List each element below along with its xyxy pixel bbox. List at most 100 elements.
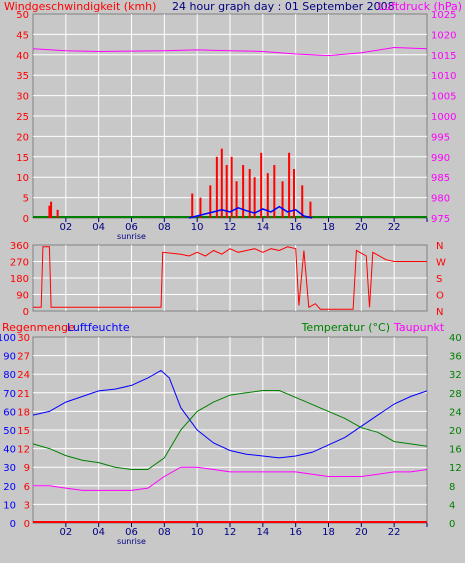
wind-tick-label: 0 (23, 214, 29, 225)
pressure-tick-label: 975 (431, 214, 450, 225)
direction-tick-label: 360 (10, 241, 29, 252)
wind-tick-label: 35 (16, 71, 29, 82)
compass-tick-label: S (436, 274, 442, 285)
rain-tick-label: 9 (24, 463, 30, 474)
pressure-tick-label: 995 (431, 132, 450, 143)
sunrise-label-bottom: sunrise (117, 537, 146, 546)
pressure-tick-label: 990 (431, 153, 450, 164)
humidity-tick-label: 30 (3, 463, 16, 474)
humidity-x-tick-label: 04 (92, 527, 105, 538)
humidity-tick-label: 40 (3, 445, 16, 456)
humidity-x-tick-label: 06 (125, 527, 138, 538)
temperature-tick-label: 8 (449, 482, 455, 493)
direction-tick-label: 180 (10, 274, 29, 285)
wind-x-tick-label: 04 (92, 222, 105, 233)
wind-x-tick-label: 20 (355, 222, 368, 233)
pressure-tick-label: 1000 (431, 112, 456, 123)
temperature-tick-label: 16 (449, 445, 462, 456)
wind-x-tick-label: 14 (256, 222, 269, 233)
dewpoint-line (33, 466, 428, 491)
rain-tick-label: 24 (17, 370, 30, 381)
humidity-x-tick-label: 22 (388, 527, 401, 538)
pressure-line (32, 46, 428, 57)
humidity-tick-label: 80 (3, 370, 16, 381)
rain-tick-label: 21 (17, 389, 30, 400)
compass-tick-label: N (436, 307, 443, 318)
pressure-tick-label: 1020 (431, 30, 456, 41)
rain-tick-label: 12 (17, 445, 30, 456)
wind-axis-label: Windgeschwindigkeit (kmh) (4, 0, 156, 13)
humidity-tick-label: 90 (3, 352, 16, 363)
pressure-tick-label: 1005 (431, 92, 456, 103)
wind-x-tick-label: 08 (158, 222, 171, 233)
pressure-tick-label: 985 (431, 173, 450, 184)
compass-tick-label: W (436, 258, 446, 269)
chart-title: 24 hour graph day : 01 September 2008 (172, 0, 395, 13)
wind-tick-label: 15 (16, 153, 29, 164)
humidity-tick-label: 50 (3, 426, 16, 437)
temperature-line (32, 390, 428, 470)
pressure-axis-label: Luftdruck (hPa) (378, 0, 462, 13)
humidity-line (32, 369, 428, 459)
compass-tick-label: N (436, 241, 443, 252)
humidity-tick-label: 20 (3, 482, 16, 493)
wind-tick-label: 40 (16, 51, 29, 62)
wind-tick-label: 25 (16, 112, 29, 123)
temperature-tick-label: 24 (449, 407, 462, 418)
mean-wind-line (188, 205, 313, 219)
wind-x-tick-label: 10 (191, 222, 204, 233)
pressure-tick-label: 980 (431, 194, 450, 205)
wind-tick-label: 20 (16, 132, 29, 143)
rain-tick-label: 15 (17, 426, 30, 437)
humidity-x-tick-label: 14 (256, 527, 269, 538)
humidity-x-tick-label: 20 (355, 527, 368, 538)
rain-axis-label: Regenmenge (2, 321, 75, 334)
rain-tick-label: 6 (24, 482, 30, 493)
humidity-tick-label: 100 (0, 333, 16, 344)
humidity-tick-label: 60 (3, 407, 16, 418)
humidity-x-tick-label: 08 (158, 527, 171, 538)
humidity-x-tick-label: 10 (191, 527, 204, 538)
wind-tick-label: 5 (23, 194, 29, 205)
wind-x-tick-label: 22 (388, 222, 401, 233)
temperature-tick-label: 28 (449, 389, 462, 400)
humidity-tick-label: 0 (10, 519, 16, 530)
pressure-tick-label: 1025 (431, 10, 456, 21)
rain-tick-label: 30 (17, 333, 30, 344)
wind-x-tick-label: 02 (59, 222, 72, 233)
temperature-tick-label: 32 (449, 370, 462, 381)
direction-line (33, 246, 427, 310)
temperature-tick-label: 40 (449, 333, 462, 344)
temperature-tick-label: 12 (449, 463, 462, 474)
sunrise-label: sunrise (117, 232, 146, 241)
humidity-x-tick-label: 16 (289, 527, 302, 538)
pressure-tick-label: 1015 (431, 51, 456, 62)
rain-tick-label: 27 (17, 352, 30, 363)
humidity-x-tick-label: 18 (322, 527, 335, 538)
rain-tick-label: 18 (17, 407, 30, 418)
humidity-axis-label: Luftfeuchte (67, 321, 130, 334)
temperature-tick-label: 36 (449, 352, 462, 363)
temperature-tick-label: 0 (449, 519, 455, 530)
wind-x-tick-label: 06 (125, 222, 138, 233)
humidity-x-tick-label: 02 (59, 527, 72, 538)
temperature-tick-label: 4 (449, 500, 455, 511)
rain-tick-label: 0 (24, 519, 30, 530)
wind-x-tick-label: 16 (289, 222, 302, 233)
humidity-tick-label: 70 (3, 389, 16, 400)
direction-tick-label: 90 (16, 291, 29, 302)
temperature-tick-label: 20 (449, 426, 462, 437)
temperature-axis-label: Temperatur (°C) (301, 321, 390, 334)
wind-tick-label: 45 (16, 30, 29, 41)
direction-tick-label: 270 (10, 258, 29, 269)
wind-x-tick-label: 12 (224, 222, 237, 233)
wind-tick-label: 50 (16, 10, 29, 21)
pressure-tick-label: 1010 (431, 71, 456, 82)
wind-x-tick-label: 18 (322, 222, 335, 233)
humidity-x-tick-label: 12 (224, 527, 237, 538)
direction-tick-label: 0 (23, 307, 29, 318)
humidity-tick-label: 10 (3, 500, 16, 511)
wind-tick-label: 30 (16, 92, 29, 103)
